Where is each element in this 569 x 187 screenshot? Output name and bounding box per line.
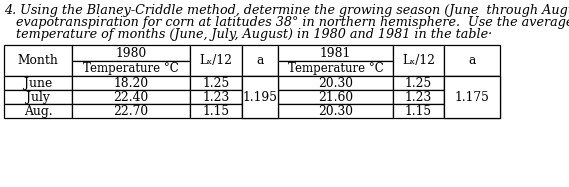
Bar <box>4 45 72 76</box>
Bar <box>278 45 393 61</box>
Text: 1.175: 1.175 <box>455 91 489 103</box>
Bar <box>444 90 500 104</box>
Bar <box>190 104 242 118</box>
Bar <box>190 76 242 90</box>
Text: Temperature °C: Temperature °C <box>83 62 179 75</box>
Bar <box>242 104 278 118</box>
Bar <box>242 76 278 90</box>
Bar <box>278 76 393 90</box>
Text: June: June <box>24 76 52 90</box>
Bar <box>72 90 190 104</box>
Text: a: a <box>256 54 263 67</box>
Bar <box>242 76 278 118</box>
Text: 1981: 1981 <box>320 47 351 59</box>
Text: 4. Using the Blaney-Criddle method, determine the growing season (June  through : 4. Using the Blaney-Criddle method, dete… <box>4 4 569 17</box>
Text: 1.25: 1.25 <box>405 76 432 90</box>
Bar <box>190 90 242 104</box>
Bar <box>393 104 444 118</box>
Text: Temperature °C: Temperature °C <box>287 62 384 75</box>
Text: 22.70: 22.70 <box>113 105 149 117</box>
Bar <box>4 76 72 90</box>
Bar <box>4 90 72 104</box>
Text: July: July <box>26 91 50 103</box>
Text: Lₓ/12: Lₓ/12 <box>200 54 233 67</box>
Bar <box>444 76 500 90</box>
Bar <box>393 90 444 104</box>
Text: evapotranspiration for corn at latitudes 38° in northern hemisphere.  Use the av: evapotranspiration for corn at latitudes… <box>4 16 569 29</box>
Text: temperature of months (June, July, August) in 1980 and 1981 in the table·: temperature of months (June, July, Augus… <box>4 28 492 41</box>
Bar <box>444 104 500 118</box>
Text: 21.60: 21.60 <box>318 91 353 103</box>
Bar <box>444 76 500 118</box>
Bar <box>242 45 278 76</box>
Text: 1.23: 1.23 <box>405 91 432 103</box>
Text: 1.25: 1.25 <box>203 76 230 90</box>
Text: 1.15: 1.15 <box>203 105 229 117</box>
Bar <box>190 45 242 76</box>
Text: 1.15: 1.15 <box>405 105 432 117</box>
Bar <box>72 76 190 90</box>
Text: Aug.: Aug. <box>24 105 52 117</box>
Bar <box>278 90 393 104</box>
Text: 20.30: 20.30 <box>318 76 353 90</box>
Bar <box>393 45 444 76</box>
Text: 22.40: 22.40 <box>113 91 149 103</box>
Text: 1980: 1980 <box>116 47 147 59</box>
Bar <box>393 76 444 90</box>
Text: 1.23: 1.23 <box>203 91 230 103</box>
Text: 1.195: 1.195 <box>242 91 278 103</box>
Bar <box>278 104 393 118</box>
Bar <box>242 90 278 104</box>
Text: 20.30: 20.30 <box>318 105 353 117</box>
Text: 18.20: 18.20 <box>113 76 149 90</box>
Bar <box>444 45 500 76</box>
Bar <box>72 61 190 76</box>
Text: a: a <box>468 54 476 67</box>
Bar <box>72 104 190 118</box>
Text: Lₓ/12: Lₓ/12 <box>402 54 435 67</box>
Bar <box>72 45 190 61</box>
Bar <box>4 104 72 118</box>
Text: Month: Month <box>18 54 59 67</box>
Bar <box>278 61 393 76</box>
